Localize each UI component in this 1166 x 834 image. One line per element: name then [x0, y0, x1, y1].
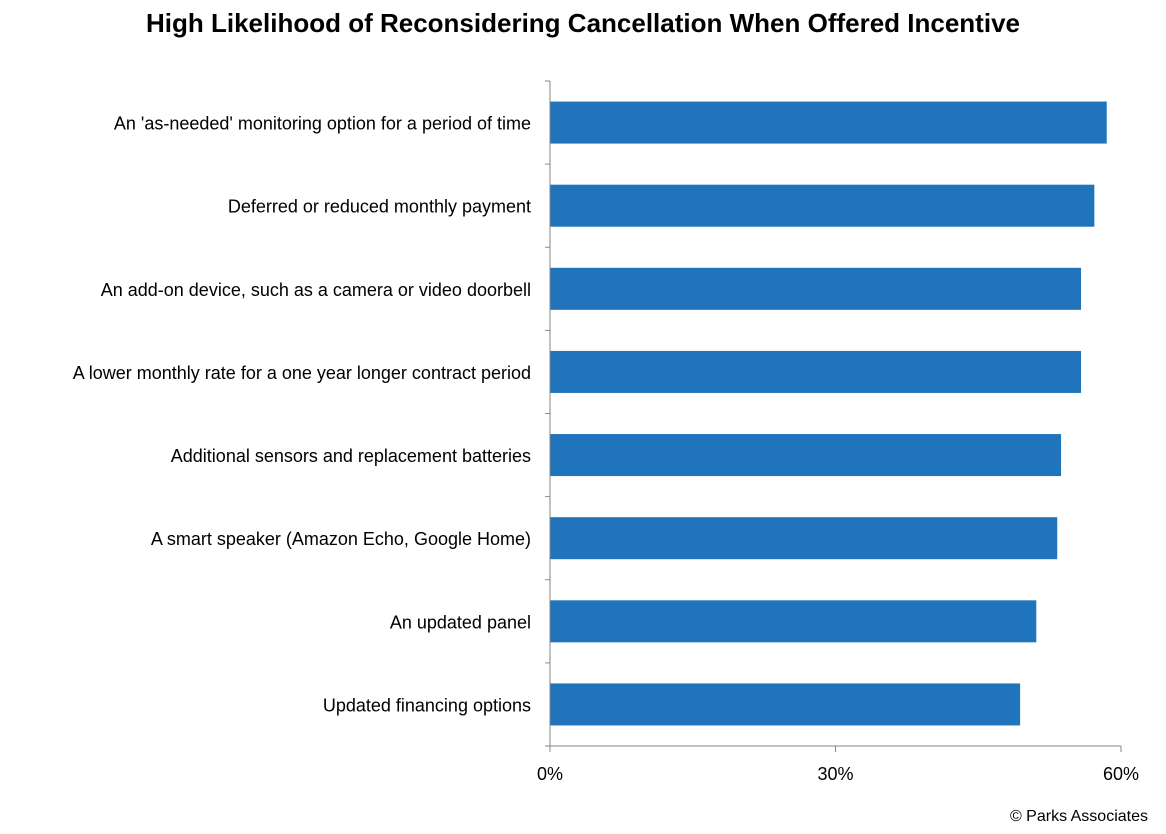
category-label: Deferred or reduced monthly payment: [228, 197, 531, 217]
bar: [550, 434, 1062, 477]
category-label: A smart speaker (Amazon Echo, Google Hom…: [151, 529, 531, 549]
category-labels-layer: An 'as-needed' monitoring option for a p…: [73, 114, 531, 716]
category-label: An add-on device, such as a camera or vi…: [101, 280, 531, 300]
bar: [550, 517, 1058, 560]
chart-title: High Likelihood of Reconsidering Cancell…: [146, 8, 1020, 38]
bar: [550, 267, 1082, 310]
category-label: An updated panel: [390, 612, 531, 632]
x-tick-label: 0%: [537, 764, 563, 784]
category-label: An 'as-needed' monitoring option for a p…: [114, 114, 531, 134]
x-tick-label: 60%: [1103, 764, 1139, 784]
bar: [550, 101, 1107, 144]
axis-layer: 0% 30% 60%: [537, 80, 1139, 784]
bar: [550, 350, 1082, 393]
bar: [550, 600, 1037, 643]
category-label: A lower monthly rate for a one year long…: [73, 363, 531, 383]
bar: [550, 683, 1021, 726]
category-label: Additional sensors and replacement batte…: [171, 446, 531, 466]
copyright-notice: © Parks Associates: [1009, 808, 1148, 825]
bars-layer: [550, 101, 1107, 726]
category-label: Updated financing options: [323, 695, 531, 715]
bar: [550, 184, 1095, 227]
x-tick-label: 30%: [817, 764, 853, 784]
